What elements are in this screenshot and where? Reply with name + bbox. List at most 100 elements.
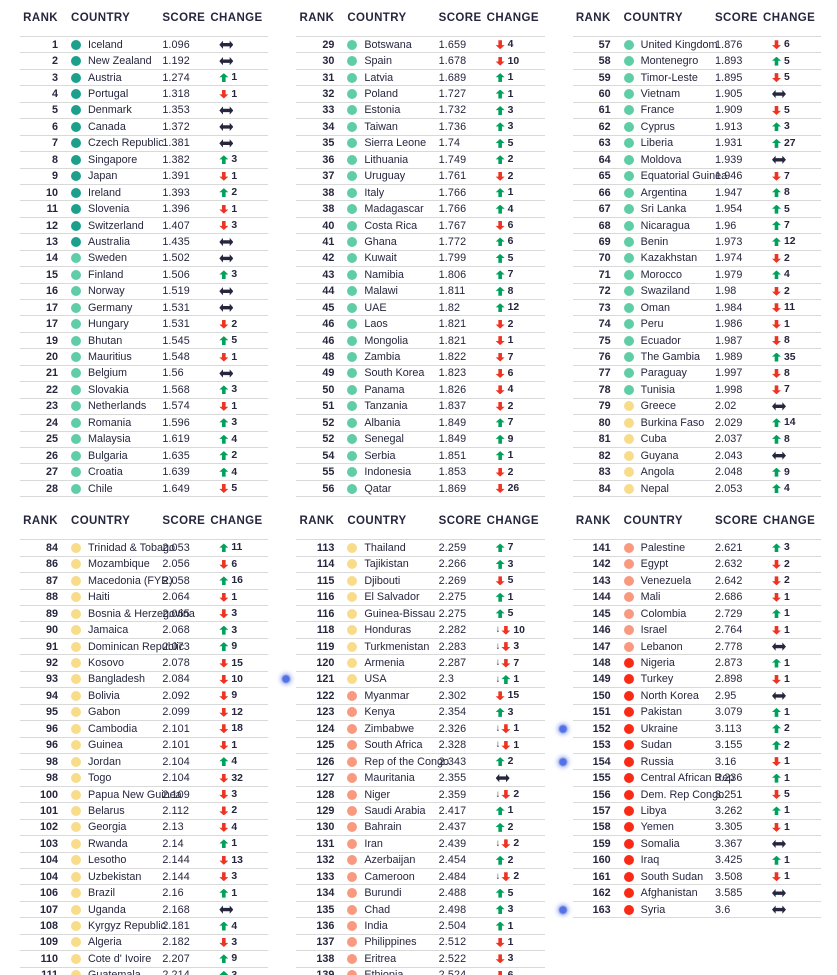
score-value: 1.732 bbox=[438, 104, 467, 117]
score-band-dot bbox=[623, 822, 634, 833]
score-value: 2.437 bbox=[438, 821, 467, 834]
score-value: 2.182 bbox=[162, 936, 190, 949]
country-label: Bhutan bbox=[88, 334, 123, 347]
down-arrow-icon bbox=[219, 592, 229, 602]
country-cell: Philippines bbox=[334, 936, 438, 948]
change-cell: ↓ 1 bbox=[487, 740, 545, 751]
change-cell: 7 bbox=[763, 220, 821, 231]
country-label: Rep of the Congo bbox=[364, 755, 449, 768]
score-value: 2.522 bbox=[438, 952, 467, 965]
country-label: Spain bbox=[364, 55, 392, 68]
table-row: 61 France 1.909 5 bbox=[572, 103, 821, 120]
score-value: 2.275 bbox=[438, 607, 467, 620]
rank-cell: 96 bbox=[45, 722, 58, 735]
change-cell: 1 bbox=[763, 822, 821, 833]
score-band-dot bbox=[71, 352, 81, 363]
country-cell: Sierra Leone bbox=[334, 137, 438, 149]
change-cell bbox=[763, 839, 821, 848]
score-band-dot bbox=[347, 39, 358, 50]
score-band-dot bbox=[347, 204, 358, 215]
country-label: Malaysia bbox=[88, 433, 131, 446]
country-cell: Togo bbox=[58, 772, 162, 784]
header-score-label: SCORE bbox=[714, 515, 758, 528]
country-label: Nicaragua bbox=[640, 219, 690, 232]
down-arrow-icon bbox=[495, 221, 505, 231]
score-band-dot bbox=[71, 838, 81, 849]
rank-cell: 132 bbox=[316, 854, 335, 867]
country-cell: South Africa bbox=[334, 739, 438, 751]
left-right-arrow-icon bbox=[219, 303, 234, 312]
score-band-dot bbox=[623, 855, 634, 866]
rank-cell: 107 bbox=[39, 903, 58, 916]
table-row: 130 Bahrain 2.437 2 bbox=[296, 820, 545, 837]
score-band-dot bbox=[347, 707, 358, 718]
country-label: Benin bbox=[640, 235, 669, 248]
country-cell: Sri Lanka bbox=[611, 203, 715, 215]
rank-cell: 62 bbox=[598, 120, 611, 133]
rank-cell: 21 bbox=[45, 367, 58, 380]
score-value: 1.531 bbox=[162, 301, 190, 314]
country-label: Bahrain bbox=[364, 821, 402, 834]
country-label: Latvia bbox=[364, 71, 394, 84]
rank-cell: 55 bbox=[322, 466, 335, 479]
country-label: Azerbaijan bbox=[364, 854, 416, 867]
rank-cell: 52 bbox=[322, 416, 335, 429]
country-cell: Chad bbox=[334, 904, 438, 916]
score-band-dot bbox=[623, 105, 634, 116]
country-label: Cambodia bbox=[88, 722, 138, 735]
rank-cell: 35 bbox=[322, 137, 335, 150]
up-arrow-icon bbox=[495, 73, 505, 83]
country-label: Mali bbox=[640, 591, 661, 604]
rank-cell: 16 bbox=[45, 285, 58, 298]
country-cell: Ireland bbox=[58, 187, 162, 199]
score-value: 1.893 bbox=[714, 55, 743, 68]
down-arrow-icon bbox=[219, 806, 229, 816]
country-cell: Bangladesh bbox=[58, 673, 162, 685]
down-arrow-icon bbox=[501, 658, 511, 668]
table-column-2: RANK COUNTRY SCORE CHANGE 29 Botswana 1.659 4 30… bbox=[296, 12, 545, 498]
score-value: 2.144 bbox=[162, 854, 190, 867]
country-cell: Mongolia bbox=[334, 335, 438, 347]
header-score-label: SCORE bbox=[714, 12, 758, 24]
score-value: 2.898 bbox=[714, 673, 743, 686]
rank-cell: 100 bbox=[39, 788, 58, 801]
country-label: Ireland bbox=[88, 186, 122, 199]
change-cell: 7 bbox=[487, 417, 545, 428]
country-label: Guatemala bbox=[88, 969, 141, 975]
header-country-label: COUNTRY bbox=[71, 515, 131, 528]
score-value: 1.506 bbox=[162, 268, 190, 281]
rank-cell: 110 bbox=[40, 952, 58, 965]
change-cell: 1 bbox=[210, 888, 268, 899]
country-label: Romania bbox=[88, 416, 132, 429]
down-arrow-icon bbox=[219, 352, 229, 362]
change-cell: 5 bbox=[487, 138, 545, 149]
score-value: 2.95 bbox=[714, 689, 737, 702]
down-arrow-icon bbox=[495, 319, 505, 329]
score-band-dot bbox=[71, 89, 81, 100]
change-cell: 2 bbox=[763, 575, 821, 586]
country-label: Oman bbox=[640, 301, 671, 314]
score-band-dot bbox=[623, 789, 634, 800]
down-arrow-icon bbox=[771, 319, 781, 329]
change-value: 1 bbox=[513, 723, 520, 735]
country-label: Somalia bbox=[640, 837, 680, 850]
rank-cell: 90 bbox=[45, 624, 58, 637]
change-value: 3 bbox=[507, 558, 514, 570]
rank-cell: 155 bbox=[592, 772, 611, 785]
score-value: 2.873 bbox=[714, 657, 743, 670]
score-band-dot bbox=[623, 434, 634, 445]
rank-cell: 24 bbox=[45, 416, 58, 429]
country-label: Moldova bbox=[640, 153, 682, 166]
country-cell: Timor-Leste bbox=[611, 72, 715, 84]
country-cell: Zambia bbox=[334, 351, 438, 363]
change-cell: 4 bbox=[210, 434, 268, 445]
change-value: 4 bbox=[231, 920, 238, 932]
table-row: 13 Australia 1.435 bbox=[20, 234, 269, 251]
score-band-dot bbox=[71, 368, 81, 379]
change-value: 4 bbox=[231, 821, 238, 833]
country-label: Iceland bbox=[88, 38, 123, 51]
rank-cell: 139 bbox=[296, 969, 334, 975]
country-cell: Zimbabwe bbox=[334, 723, 438, 735]
change-value: 3 bbox=[507, 104, 514, 116]
score-value: 1.946 bbox=[714, 170, 743, 183]
